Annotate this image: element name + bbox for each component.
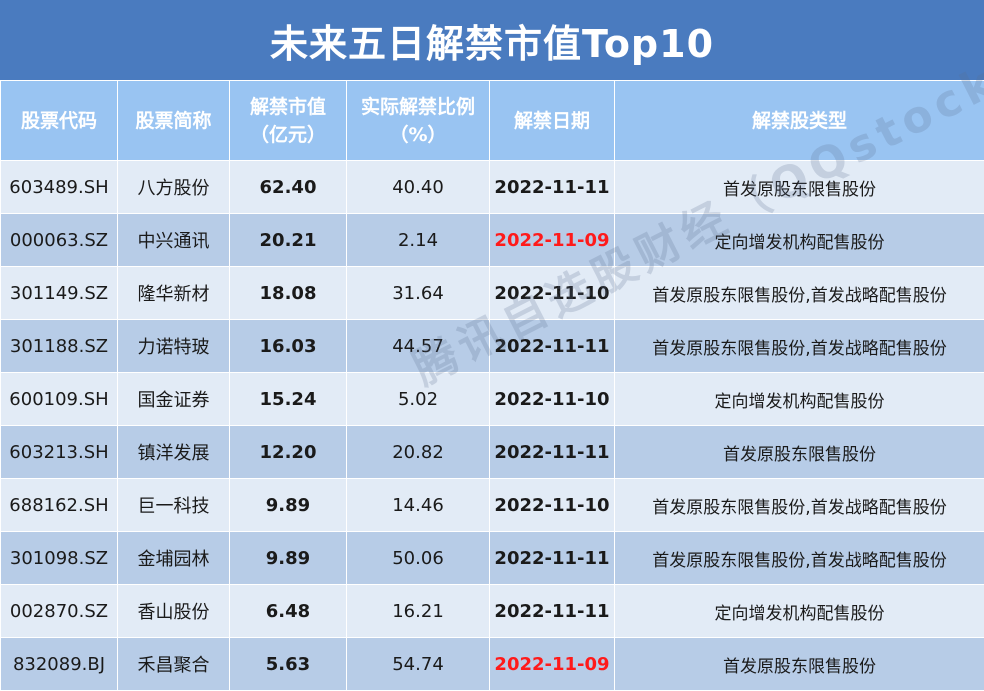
cell-unlock-date: 2022-11-10	[489, 478, 615, 532]
cell-stock-name: 禾昌聚合	[117, 637, 230, 691]
cell-unlock-ratio: 40.40	[346, 160, 490, 214]
cell-unlock-date: 2022-11-10	[489, 372, 615, 426]
table-row: 688162.SH 巨一科技 9.89 14.46 2022-11-10 首发原股东限售股…	[0, 478, 984, 532]
cell-stock-code: 301149.SZ	[0, 266, 118, 320]
header-ratio-line2: （%）	[389, 123, 447, 146]
cell-unlock-type: 定向增发机构配售股份	[614, 584, 984, 638]
unlock-table: 股票代码 股票简称 解禁市值 （亿元） 实际解禁比例 （%） 解禁日期 解禁股类…	[0, 80, 984, 691]
cell-stock-name: 香山股份	[117, 584, 230, 638]
header-value-line1: 解禁市值	[249, 95, 326, 118]
cell-unlock-type: 定向增发机构配售股份	[614, 213, 984, 267]
table-row: 301098.SZ 金埔园林 9.89 50.06 2022-11-11 首发原股东限售股…	[0, 531, 984, 585]
cell-stock-code: 603489.SH	[0, 160, 118, 214]
cell-unlock-value: 15.24	[229, 372, 347, 426]
cell-unlock-ratio: 31.64	[346, 266, 490, 320]
header-type: 解禁股类型	[614, 80, 984, 161]
header-value-line2: （亿元）	[249, 123, 326, 146]
cell-unlock-date: 2022-11-11	[489, 584, 615, 638]
cell-stock-code: 301188.SZ	[0, 319, 118, 373]
cell-stock-code: 000063.SZ	[0, 213, 118, 267]
header-ratio: 实际解禁比例 （%）	[346, 80, 490, 161]
cell-unlock-type: 首发原股东限售股份	[614, 160, 984, 214]
cell-stock-name: 力诺特玻	[117, 319, 230, 373]
cell-unlock-ratio: 20.82	[346, 425, 490, 479]
cell-stock-code: 603213.SH	[0, 425, 118, 479]
table-row: 301188.SZ 力诺特玻 16.03 44.57 2022-11-11 首发原股东限售…	[0, 319, 984, 373]
cell-unlock-ratio: 14.46	[346, 478, 490, 532]
cell-unlock-ratio: 44.57	[346, 319, 490, 373]
cell-unlock-type: 首发原股东限售股份	[614, 425, 984, 479]
page-title: 未来五日解禁市值Top10	[0, 0, 984, 80]
cell-unlock-value: 62.40	[229, 160, 347, 214]
cell-unlock-ratio: 2.14	[346, 213, 490, 267]
cell-unlock-ratio: 50.06	[346, 531, 490, 585]
table-row: 002870.SZ 香山股份 6.48 16.21 2022-11-11 定向增发机构配售…	[0, 584, 984, 638]
cell-unlock-value: 5.63	[229, 637, 347, 691]
cell-unlock-ratio: 5.02	[346, 372, 490, 426]
header-name: 股票简称	[117, 80, 230, 161]
table-row: 832089.BJ 禾昌聚合 5.63 54.74 2022-11-09 首发原股东限售股…	[0, 637, 984, 691]
cell-stock-name: 金埔园林	[117, 531, 230, 585]
cell-stock-name: 镇洋发展	[117, 425, 230, 479]
cell-unlock-date: 2022-11-09	[489, 213, 615, 267]
header-value: 解禁市值 （亿元）	[229, 80, 347, 161]
cell-unlock-date: 2022-11-11	[489, 160, 615, 214]
table-row: 603213.SH 镇洋发展 12.20 20.82 2022-11-11 首发原股东限售…	[0, 425, 984, 479]
cell-unlock-type: 定向增发机构配售股份	[614, 372, 984, 426]
cell-unlock-ratio: 16.21	[346, 584, 490, 638]
table-row: 000063.SZ 中兴通讯 20.21 2.14 2022-11-09 定向增发机构配售…	[0, 213, 984, 267]
cell-stock-code: 688162.SH	[0, 478, 118, 532]
cell-unlock-value: 16.03	[229, 319, 347, 373]
cell-unlock-value: 20.21	[229, 213, 347, 267]
cell-stock-code: 002870.SZ	[0, 584, 118, 638]
cell-stock-code: 301098.SZ	[0, 531, 118, 585]
cell-unlock-type: 首发原股东限售股份,首发战略配售股份	[614, 266, 984, 320]
cell-unlock-value: 6.48	[229, 584, 347, 638]
table-body: 603489.SH 八方股份 62.40 40.40 2022-11-11 首发原股东限售…	[0, 160, 984, 691]
cell-unlock-value: 12.20	[229, 425, 347, 479]
header-ratio-line1: 实际解禁比例	[360, 95, 475, 118]
cell-stock-name: 中兴通讯	[117, 213, 230, 267]
cell-stock-name: 八方股份	[117, 160, 230, 214]
cell-stock-code: 832089.BJ	[0, 637, 118, 691]
cell-stock-name: 国金证券	[117, 372, 230, 426]
cell-unlock-value: 9.89	[229, 478, 347, 532]
cell-unlock-type: 首发原股东限售股份	[614, 637, 984, 691]
table-row: 301149.SZ 隆华新材 18.08 31.64 2022-11-10 首发原股东限售…	[0, 266, 984, 320]
cell-unlock-date: 2022-11-11	[489, 425, 615, 479]
cell-unlock-date: 2022-11-10	[489, 266, 615, 320]
cell-unlock-value: 9.89	[229, 531, 347, 585]
cell-unlock-date: 2022-11-11	[489, 319, 615, 373]
cell-unlock-value: 18.08	[229, 266, 347, 320]
cell-unlock-type: 首发原股东限售股份,首发战略配售股份	[614, 319, 984, 373]
header-date: 解禁日期	[489, 80, 615, 161]
cell-unlock-type: 首发原股东限售股份,首发战略配售股份	[614, 531, 984, 585]
cell-stock-code: 600109.SH	[0, 372, 118, 426]
cell-unlock-date: 2022-11-11	[489, 531, 615, 585]
header-code: 股票代码	[0, 80, 118, 161]
cell-unlock-ratio: 54.74	[346, 637, 490, 691]
cell-unlock-date: 2022-11-09	[489, 637, 615, 691]
cell-stock-name: 巨一科技	[117, 478, 230, 532]
table-header: 股票代码 股票简称 解禁市值 （亿元） 实际解禁比例 （%） 解禁日期 解禁股类…	[0, 80, 984, 161]
table-row: 600109.SH 国金证券 15.24 5.02 2022-11-10 定向增发机构配售…	[0, 372, 984, 426]
table-row: 603489.SH 八方股份 62.40 40.40 2022-11-11 首发原股东限售…	[0, 160, 984, 214]
cell-stock-name: 隆华新材	[117, 266, 230, 320]
cell-unlock-type: 首发原股东限售股份,首发战略配售股份	[614, 478, 984, 532]
